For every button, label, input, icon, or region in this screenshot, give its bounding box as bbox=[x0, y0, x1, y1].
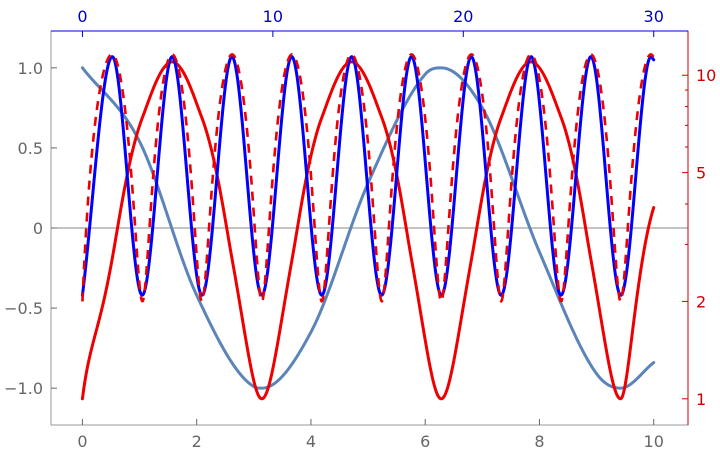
axes: 0 2 4 6 8 10 −1.0 −0.5 0 0.5 1.0 0 10 20 30 1 2 5 10 bbox=[4, 7, 716, 451]
right-tick-label: 10 bbox=[696, 66, 716, 85]
left-tick-label: 0.5 bbox=[18, 139, 43, 158]
left-tick-label: 1.0 bbox=[18, 59, 43, 78]
bottom-tick-label: 2 bbox=[192, 432, 202, 451]
right-tick-label: 2 bbox=[696, 292, 706, 311]
series-line-2 bbox=[80, 60, 656, 401]
left-tick-label: 0 bbox=[33, 219, 43, 238]
top-tick-label: 0 bbox=[77, 7, 87, 26]
bottom-tick-label: 0 bbox=[77, 432, 87, 451]
series-group bbox=[80, 53, 656, 401]
series-line-4 bbox=[81, 53, 655, 303]
bottom-tick-label: 6 bbox=[420, 432, 430, 451]
right-tick-label: 5 bbox=[696, 164, 706, 183]
left-tick-label: −1.0 bbox=[4, 379, 43, 398]
right-tick-label: 1 bbox=[696, 390, 706, 409]
left-tick-label: −0.5 bbox=[4, 299, 43, 318]
top-tick-label: 10 bbox=[263, 7, 283, 26]
bottom-tick-label: 8 bbox=[534, 432, 544, 451]
bottom-tick-label: 4 bbox=[306, 432, 316, 451]
top-tick-label: 30 bbox=[644, 7, 664, 26]
series-line-3 bbox=[80, 55, 656, 297]
top-tick-label: 20 bbox=[453, 7, 473, 26]
bottom-tick-label: 10 bbox=[644, 432, 664, 451]
